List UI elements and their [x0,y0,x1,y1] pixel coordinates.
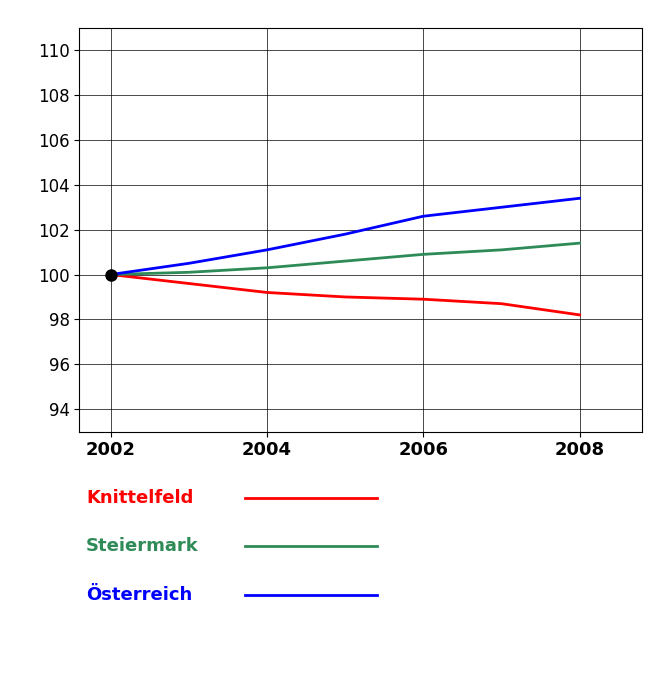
Text: Steiermark: Steiermark [86,537,199,555]
Text: Knittelfeld: Knittelfeld [86,489,193,507]
Text: Österreich: Österreich [86,586,192,604]
